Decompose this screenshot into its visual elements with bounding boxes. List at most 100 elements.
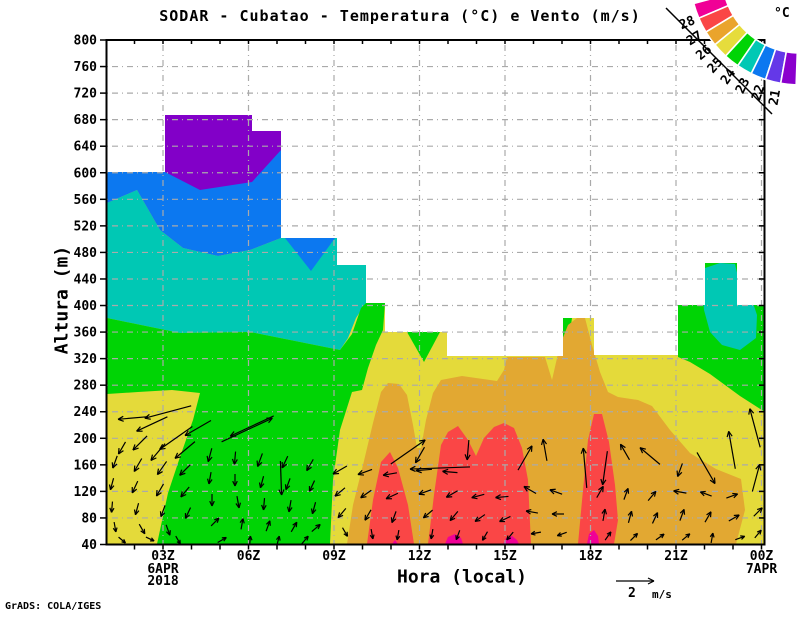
y-tick-label: 80	[81, 511, 97, 526]
wind-vector	[601, 508, 608, 522]
wind-vector	[673, 488, 687, 495]
wind-vector	[155, 483, 165, 497]
wind-vector	[647, 490, 657, 501]
wind-vector	[133, 458, 143, 472]
wind-vector	[551, 511, 564, 517]
wind-vector	[278, 460, 285, 496]
y-tick-label: 200	[74, 432, 98, 447]
wind-vector	[310, 502, 317, 515]
wind-vector	[301, 535, 309, 545]
y-tick-label: 240	[74, 405, 98, 420]
wind-vector	[681, 533, 691, 541]
wind-vector	[239, 518, 245, 530]
wind-vector	[445, 490, 458, 498]
wind-vector	[258, 476, 265, 489]
y-tick-label: 720	[74, 87, 98, 102]
wind-vector	[499, 515, 511, 523]
x-tick-label: 00Z	[750, 549, 774, 564]
y-tick-label: 440	[74, 272, 98, 287]
wind-vector	[184, 507, 192, 519]
reference-vector-unit: m/s	[652, 588, 672, 601]
y-tick-label: 520	[74, 219, 98, 234]
contour-region-magenta	[445, 534, 463, 544]
wind-vector	[523, 485, 537, 495]
wind-vector	[290, 521, 298, 533]
wind-vector	[651, 512, 659, 524]
wind-vector	[261, 497, 267, 511]
wind-vector	[449, 511, 459, 522]
start-date-label: 2018	[147, 574, 178, 589]
wind-vector	[311, 523, 321, 532]
wind-vector	[696, 452, 716, 485]
x-tick-label: 03Z	[151, 549, 175, 564]
wind-vector	[341, 527, 349, 537]
wind-vector	[165, 524, 171, 536]
y-tick-label: 800	[74, 34, 98, 49]
wind-vector	[131, 480, 139, 494]
reference-vector-arrow	[616, 577, 655, 585]
wind-vector	[517, 445, 533, 471]
y-tick-label: 360	[74, 326, 98, 341]
x-tick-label: 09Z	[322, 549, 346, 564]
wind-vector	[639, 447, 661, 465]
wind-vector	[726, 492, 739, 499]
wind-vector	[308, 480, 316, 492]
wind-vector	[232, 474, 238, 487]
wind-vector	[180, 486, 190, 498]
wind-vector	[235, 495, 242, 509]
wind-vector	[132, 435, 148, 451]
wind-vector	[174, 441, 196, 459]
wind-vector	[360, 489, 372, 499]
wind-vector	[265, 520, 271, 532]
wind-vector	[364, 509, 372, 521]
wind-vector	[382, 471, 397, 478]
wind-vector	[699, 490, 712, 497]
wind-vector	[337, 508, 347, 519]
wind-vector	[630, 532, 639, 541]
wind-vector	[455, 530, 461, 541]
wind-vector	[525, 508, 539, 515]
wind-vector	[429, 528, 435, 540]
page-title: SODAR - Cubatao - Temperatura (°C) e Ven…	[159, 7, 641, 25]
wind-vector	[753, 507, 763, 517]
wind-vector	[442, 468, 458, 475]
contour-region-teal	[702, 263, 757, 350]
wind-vector	[415, 467, 433, 474]
wind-vector	[600, 451, 608, 486]
wind-vector	[210, 517, 220, 527]
wind-vector	[256, 453, 263, 468]
x-tick-label: 21Z	[664, 549, 688, 564]
wind-vector	[556, 531, 567, 537]
wind-vector	[108, 478, 115, 491]
wind-vector	[306, 459, 314, 472]
wind-vector	[209, 494, 215, 507]
contour-region-red	[578, 414, 618, 544]
wind-vector	[117, 441, 127, 455]
wind-vector	[627, 510, 634, 523]
wind-vector	[679, 508, 686, 521]
color-key-value-label: 22	[749, 83, 768, 103]
y-tick-label: 640	[74, 140, 98, 155]
wind-vector	[390, 439, 426, 465]
contour-region-magenta	[392, 540, 398, 544]
x-tick-label: 06Z	[237, 549, 261, 564]
wind-vector	[655, 533, 665, 541]
wind-vector	[284, 478, 291, 491]
contour-region-blue	[285, 238, 335, 271]
wind-vector	[229, 415, 275, 437]
corner-divider-line	[665, 7, 773, 115]
wind-vector	[390, 511, 397, 524]
wind-vector	[133, 503, 140, 516]
wind-vector	[549, 488, 563, 495]
wind-vector	[596, 485, 604, 498]
x-axis-label: Hora (local)	[396, 566, 528, 588]
wind-vector	[604, 531, 612, 541]
wind-vector	[474, 514, 486, 523]
contour-region-red	[367, 452, 414, 544]
wind-vector	[619, 443, 631, 461]
color-key-value-label: 21	[767, 88, 785, 106]
wind-vector	[334, 487, 346, 497]
